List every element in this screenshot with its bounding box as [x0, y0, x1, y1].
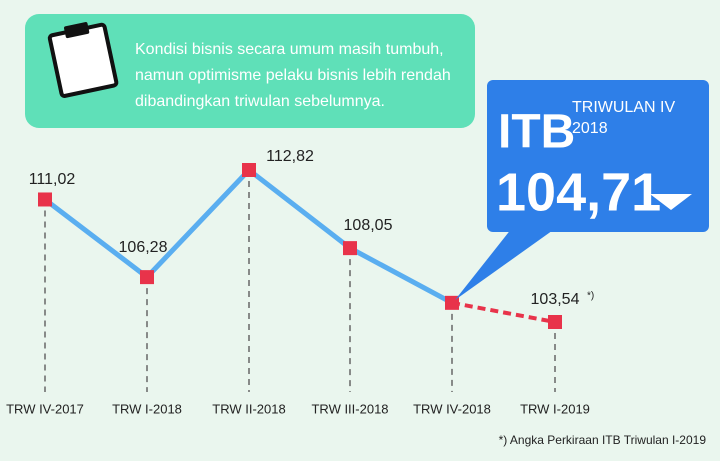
footnote: *) Angka Perkiraan ITB Triwulan I-2019 — [499, 433, 707, 447]
x-tick-label: TRW III-2018 — [311, 401, 388, 416]
callout-tail — [455, 228, 556, 300]
down-arrow — [650, 194, 692, 210]
callout-title: ITB — [498, 106, 575, 159]
note-line: Kondisi bisnis secara umum masih tumbuh, — [135, 41, 444, 58]
data-label: 108,05 — [344, 217, 393, 234]
marker — [548, 315, 562, 329]
data-label: 112,82 — [266, 148, 314, 165]
x-tick-label: TRW I-2019 — [520, 401, 590, 416]
x-tick-label: TRW IV-2018 — [413, 401, 491, 416]
data-label: 111,02 — [29, 171, 76, 188]
x-tick-label: TRW I-2018 — [112, 401, 182, 416]
data-label: 103,54 — [531, 291, 580, 308]
note-line: namun optimisme pelaku bisnis lebih rend… — [135, 67, 451, 84]
marker — [38, 192, 52, 207]
marker — [445, 295, 459, 310]
estimate-line — [451, 300, 556, 324]
plot: TRW IV-2017 TRW I-2018 TRW II-2018 TRW III-… — [6, 148, 594, 416]
marker — [140, 270, 154, 285]
callout-subtitle: TRIWULAN IV — [572, 99, 675, 116]
callout-value: 104,71 — [496, 162, 661, 222]
x-tick-label: TRW IV-2017 — [6, 401, 84, 416]
clipboard-icon — [47, 22, 119, 98]
marker — [343, 241, 357, 256]
note-line: dibandingkan triwulan sebelumnya. — [135, 93, 385, 110]
callout-subtitle: 2018 — [572, 120, 608, 137]
estimate-marker: *) — [587, 291, 594, 302]
marker — [242, 163, 256, 177]
x-tick-label: TRW II-2018 — [212, 401, 285, 416]
data-label: 106,28 — [119, 239, 168, 256]
note-box — [25, 14, 475, 128]
